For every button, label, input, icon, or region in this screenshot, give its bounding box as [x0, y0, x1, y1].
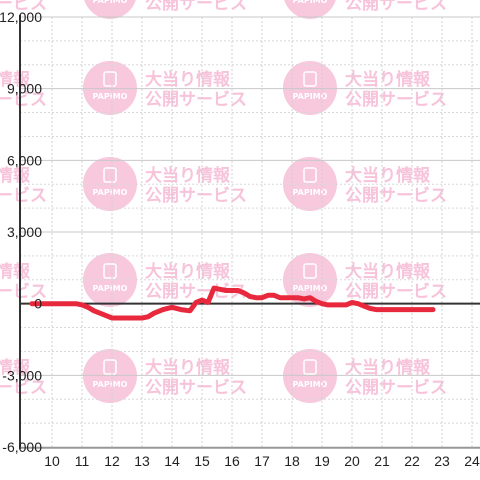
x-tick-label: 23 [434, 453, 450, 469]
x-tick-label: 24 [464, 453, 480, 469]
y-tick-label: 3,000 [7, 224, 42, 240]
watermark-line-2: 公開サービス [145, 90, 247, 110]
y-tick-label: 12,000 [0, 9, 42, 25]
watermark-logo-text: PAPIMO [293, 188, 328, 197]
watermark-logo-text: PAPIMO [293, 284, 328, 293]
x-tick-label: 15 [194, 453, 210, 469]
watermark-line-1: 大当り情報 [145, 165, 231, 186]
watermark-logo-text: PAPIMO [93, 380, 128, 389]
series-layer [29, 285, 436, 321]
watermark-line-1: 大当り情報 [145, 357, 231, 378]
papimo-logo-icon [83, 157, 137, 211]
watermark-line-1: 大当り情報 [0, 165, 31, 186]
y-tick-label: -3,000 [2, 367, 42, 383]
phone-icon [103, 71, 117, 87]
watermark-logo-text: PAPIMO [93, 188, 128, 197]
phone-icon [303, 359, 317, 375]
x-tick-label: 21 [374, 453, 390, 469]
papimo-logo-icon [83, 61, 137, 115]
phone-icon [303, 263, 317, 279]
watermark-line-2: 公開サービス [145, 282, 247, 302]
phone-icon [103, 167, 117, 183]
watermark-line-2: 公開サービス [0, 378, 47, 398]
watermark-line-1: 大当り情報 [0, 357, 31, 378]
watermark-logo-text: PAPIMO [293, 380, 328, 389]
watermark-line-2: 公開サービス [0, 90, 47, 110]
watermark-logo-text: PAPIMO [293, 0, 328, 5]
watermark-line-1: 大当り情報 [345, 261, 431, 282]
watermark-line-2: 公開サービス [345, 282, 447, 302]
watermark-line-2: 公開サービス [145, 186, 247, 206]
phone-icon [103, 263, 117, 279]
papimo-logo-icon [84, 0, 136, 19]
papimo-logo-icon [283, 349, 337, 403]
watermark-logo-text: PAPIMO [93, 0, 128, 5]
y-tick-label: -6,000 [2, 439, 42, 455]
watermark-line-2: 公開サービス [145, 0, 247, 14]
papimo-logo-icon [283, 157, 337, 211]
watermark-line-2: 公開サービス [345, 0, 447, 14]
papimo-logo-icon [83, 253, 137, 307]
watermark-logo-text: PAPIMO [93, 284, 128, 293]
watermark-line-1: 大当り情報 [0, 261, 31, 282]
watermark-line-1: 大当り情報 [145, 69, 231, 90]
watermark-line-1: 大当り情報 [345, 165, 431, 186]
watermark-line-2: 公開サービス [145, 378, 247, 398]
papimo-logo-icon [283, 61, 337, 115]
phone-icon [303, 71, 317, 87]
papimo-logo-icon [83, 349, 137, 403]
phone-icon [303, 167, 317, 183]
x-tick-label: 22 [404, 453, 420, 469]
y-tick-label: 9,000 [7, 81, 42, 97]
x-tick-label: 19 [314, 453, 330, 469]
y-tick-label: 0 [34, 296, 42, 312]
x-tick-label: 13 [134, 453, 150, 469]
x-tick-label: 20 [344, 453, 360, 469]
x-tick-label: 14 [164, 453, 180, 469]
watermark-logo-text: PAPIMO [293, 92, 328, 101]
y-tick-label: 6,000 [7, 152, 42, 168]
watermark-line-2: 公開サービス [0, 0, 47, 14]
watermark-line-1: 大当り情報 [0, 69, 31, 90]
watermark-line-2: 公開サービス [0, 282, 47, 302]
watermark-line-1: 大当り情報 [145, 261, 231, 282]
x-tick-label: 18 [284, 453, 300, 469]
papimo-logo-icon [283, 253, 337, 307]
watermark-layer: PAPIMO大当り情報公開サービスPAPIMO大当り情報公開サービスPAPIMO… [0, 0, 447, 403]
watermark-line-1: 大当り情報 [345, 357, 431, 378]
x-tick-label: 16 [224, 453, 240, 469]
x-tick-label: 12 [104, 453, 120, 469]
watermark-line-2: 公開サービス [345, 90, 447, 110]
watermark-line-2: 公開サービス [345, 378, 447, 398]
watermark-line-2: 公開サービス [345, 186, 447, 206]
papimo-logo-icon [284, 0, 336, 19]
x-tick-label: 11 [75, 453, 90, 469]
watermark-logo-text: PAPIMO [93, 92, 128, 101]
axes [19, 15, 480, 449]
watermark-line-2: 公開サービス [0, 186, 47, 206]
x-tick-label: 17 [254, 453, 270, 469]
watermark-line-1: 大当り情報 [345, 69, 431, 90]
x-tick-label: 10 [44, 453, 60, 469]
series-line [29, 285, 436, 321]
phone-icon [103, 359, 117, 375]
